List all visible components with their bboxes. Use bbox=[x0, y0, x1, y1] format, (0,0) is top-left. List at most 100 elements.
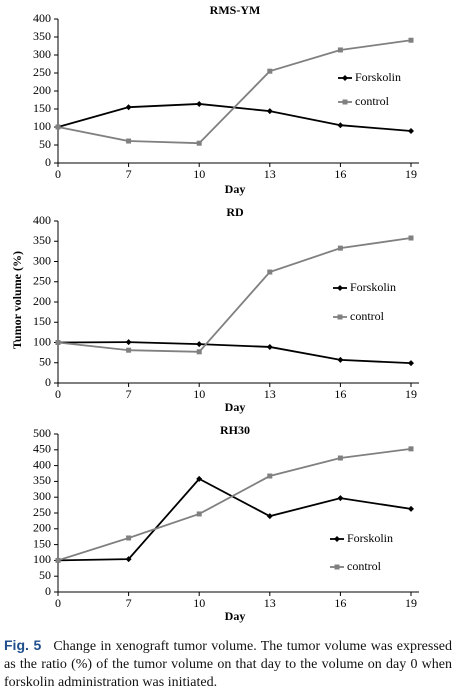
y-tick-label: 50 bbox=[39, 568, 51, 582]
marker bbox=[337, 455, 343, 461]
marker bbox=[55, 340, 61, 345]
legend-marker bbox=[334, 536, 340, 542]
marker bbox=[125, 104, 132, 111]
marker bbox=[267, 68, 273, 74]
x-tick-label: 19 bbox=[405, 596, 417, 610]
y-tick-label: 0 bbox=[45, 584, 51, 598]
y-tick-label: 250 bbox=[33, 274, 51, 288]
marker bbox=[408, 127, 414, 134]
marker bbox=[126, 347, 132, 353]
marker bbox=[337, 47, 343, 53]
figure: Tumor volume (%) RMS-YM05010015020025030… bbox=[10, 3, 419, 623]
x-tick-label: 16 bbox=[334, 167, 346, 181]
x-tick-label: 19 bbox=[405, 387, 417, 401]
y-tick-label: 300 bbox=[33, 253, 51, 267]
x-axis-label: Day bbox=[225, 182, 246, 196]
marker bbox=[267, 473, 273, 479]
legend-label: Forskolin bbox=[350, 280, 396, 294]
y-tick-label: 250 bbox=[33, 65, 51, 79]
caption: Fig. 5 Change in xenograft tumor volume. … bbox=[4, 636, 452, 692]
y-tick-label: 0 bbox=[45, 155, 51, 169]
y-tick-label: 300 bbox=[33, 489, 51, 503]
x-tick-label: 7 bbox=[126, 387, 132, 401]
marker bbox=[196, 140, 202, 146]
y-tick-label: 400 bbox=[33, 213, 51, 227]
marker bbox=[337, 122, 344, 129]
y-tick-label: 150 bbox=[33, 314, 51, 328]
x-tick-label: 0 bbox=[55, 167, 61, 181]
marker bbox=[337, 495, 344, 502]
y-tick-label: 50 bbox=[39, 137, 51, 151]
legend-marker bbox=[337, 285, 343, 291]
caption-label: Fig. 5 bbox=[4, 637, 42, 653]
x-tick-label: 16 bbox=[334, 387, 346, 401]
marker bbox=[408, 360, 414, 367]
marker bbox=[126, 535, 132, 541]
caption-text: Change in xenograft tumor volume. The tu… bbox=[4, 639, 452, 690]
marker bbox=[196, 475, 203, 482]
x-tick-label: 10 bbox=[193, 387, 205, 401]
x-tick-label: 7 bbox=[126, 596, 132, 610]
legend-label: control bbox=[350, 309, 385, 323]
x-axis-label: Day bbox=[225, 400, 246, 414]
legend-marker bbox=[334, 564, 340, 570]
chart-title: RD bbox=[226, 205, 244, 219]
x-tick-label: 13 bbox=[264, 596, 276, 610]
legend-label: control bbox=[355, 94, 390, 108]
marker bbox=[196, 349, 202, 355]
y-tick-label: 150 bbox=[33, 101, 51, 115]
y-tick-label: 300 bbox=[33, 47, 51, 61]
y-tick-label: 200 bbox=[33, 294, 51, 308]
x-tick-label: 0 bbox=[55, 387, 61, 401]
marker bbox=[408, 505, 414, 512]
y-tick-label: 500 bbox=[33, 426, 51, 440]
y-tick-label: 350 bbox=[33, 473, 51, 487]
marker bbox=[267, 269, 273, 275]
y-tick-label: 350 bbox=[33, 29, 51, 43]
marker bbox=[266, 108, 273, 115]
chart-title: RH30 bbox=[220, 423, 250, 437]
marker bbox=[196, 511, 202, 517]
legend-marker bbox=[342, 75, 348, 81]
series-line bbox=[57, 477, 412, 562]
x-tick-label: 0 bbox=[55, 596, 61, 610]
y-tick-label: 250 bbox=[33, 505, 51, 519]
y-tick-label: 200 bbox=[33, 521, 51, 535]
x-axis-label: Day bbox=[225, 609, 246, 623]
y-tick-label: 0 bbox=[45, 375, 51, 389]
x-tick-label: 10 bbox=[193, 167, 205, 181]
y-tick-label: 100 bbox=[33, 552, 51, 566]
y-tick-label: 50 bbox=[39, 355, 51, 369]
x-tick-label: 16 bbox=[334, 596, 346, 610]
legend-label: control bbox=[347, 559, 382, 573]
marker bbox=[55, 557, 61, 563]
y-tick-label: 150 bbox=[33, 536, 51, 550]
x-tick-label: 13 bbox=[264, 387, 276, 401]
x-tick-label: 13 bbox=[264, 167, 276, 181]
x-tick-label: 19 bbox=[405, 167, 417, 181]
y-tick-label: 400 bbox=[33, 11, 51, 25]
y-tick-label: 100 bbox=[33, 334, 51, 348]
marker bbox=[196, 341, 203, 348]
marker bbox=[408, 235, 414, 241]
marker bbox=[408, 37, 414, 43]
marker bbox=[125, 339, 132, 346]
marker bbox=[337, 245, 343, 251]
legend-marker bbox=[342, 99, 348, 105]
y-tick-label: 200 bbox=[33, 83, 51, 97]
y-tick-label: 450 bbox=[33, 442, 51, 456]
legend-label: Forskolin bbox=[347, 531, 393, 545]
marker bbox=[55, 124, 61, 130]
series-line bbox=[57, 341, 412, 365]
marker bbox=[196, 100, 203, 107]
chart-title: RMS-YM bbox=[210, 3, 261, 17]
legend-marker bbox=[337, 314, 343, 320]
y-axis-label: Tumor volume (%) bbox=[10, 251, 24, 349]
series-line bbox=[57, 237, 412, 353]
x-tick-label: 7 bbox=[126, 167, 132, 181]
marker bbox=[125, 556, 132, 563]
y-tick-label: 400 bbox=[33, 457, 51, 471]
marker bbox=[266, 343, 273, 350]
marker bbox=[408, 446, 414, 452]
y-tick-label: 100 bbox=[33, 119, 51, 133]
